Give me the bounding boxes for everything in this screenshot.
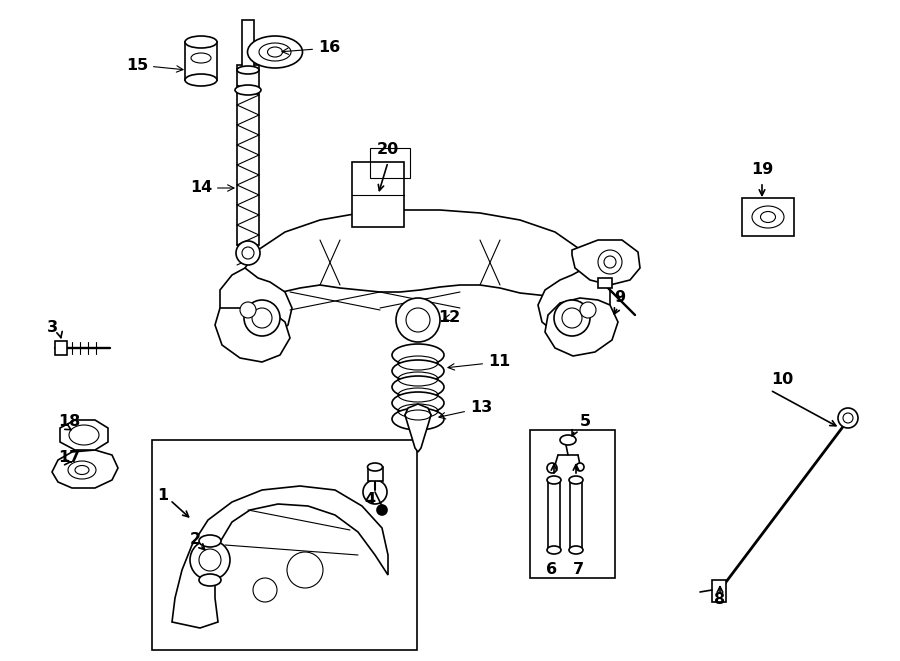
Ellipse shape — [237, 66, 259, 74]
Circle shape — [240, 302, 256, 318]
Circle shape — [598, 250, 622, 274]
Circle shape — [377, 505, 387, 515]
Polygon shape — [405, 404, 431, 452]
Text: 2: 2 — [189, 533, 201, 547]
Ellipse shape — [560, 435, 576, 445]
Ellipse shape — [569, 476, 583, 484]
Polygon shape — [572, 240, 640, 285]
Text: 9: 9 — [615, 290, 626, 305]
Text: 6: 6 — [546, 563, 558, 578]
Circle shape — [287, 552, 323, 588]
Ellipse shape — [185, 36, 217, 48]
Circle shape — [547, 463, 557, 473]
Polygon shape — [538, 268, 610, 335]
Bar — [742, 198, 794, 236]
Ellipse shape — [248, 36, 302, 68]
Bar — [712, 580, 726, 602]
Ellipse shape — [392, 376, 444, 398]
Ellipse shape — [752, 206, 784, 228]
Bar — [237, 65, 259, 245]
Text: 19: 19 — [751, 163, 773, 178]
Circle shape — [554, 300, 590, 336]
Polygon shape — [545, 298, 618, 356]
Bar — [598, 278, 612, 288]
Ellipse shape — [367, 463, 382, 471]
Ellipse shape — [392, 344, 444, 366]
Ellipse shape — [547, 476, 561, 484]
Text: 15: 15 — [126, 58, 183, 73]
Ellipse shape — [199, 535, 221, 547]
Text: 8: 8 — [715, 592, 725, 607]
Circle shape — [190, 540, 230, 580]
Polygon shape — [215, 308, 290, 362]
Bar — [152, 440, 417, 650]
Ellipse shape — [392, 392, 444, 414]
Text: 12: 12 — [437, 311, 460, 325]
Bar — [368, 467, 383, 481]
Text: 18: 18 — [58, 414, 80, 430]
Text: 4: 4 — [364, 492, 375, 508]
Bar — [370, 148, 410, 178]
Text: 10: 10 — [771, 373, 793, 387]
Text: 3: 3 — [47, 321, 58, 336]
Polygon shape — [245, 210, 590, 298]
Bar — [352, 162, 404, 227]
Polygon shape — [220, 268, 292, 338]
Text: 20: 20 — [377, 143, 399, 157]
Ellipse shape — [547, 546, 561, 554]
Polygon shape — [172, 486, 388, 628]
Text: 1: 1 — [157, 488, 168, 504]
Bar — [548, 480, 560, 550]
Circle shape — [576, 463, 584, 471]
Bar — [55, 341, 67, 355]
Bar — [570, 480, 582, 550]
Polygon shape — [60, 420, 108, 450]
Circle shape — [580, 302, 596, 318]
Circle shape — [838, 408, 858, 428]
Text: 7: 7 — [572, 563, 583, 578]
Text: 16: 16 — [282, 40, 340, 56]
Circle shape — [253, 578, 277, 602]
Bar — [185, 42, 217, 80]
Text: 13: 13 — [439, 401, 492, 419]
Ellipse shape — [569, 546, 583, 554]
Text: 11: 11 — [448, 354, 510, 370]
Ellipse shape — [235, 85, 261, 95]
Ellipse shape — [199, 574, 221, 586]
Bar — [242, 20, 254, 68]
Circle shape — [236, 241, 260, 265]
Circle shape — [244, 300, 280, 336]
Bar — [530, 430, 615, 578]
Text: 5: 5 — [580, 414, 590, 430]
Text: 17: 17 — [58, 451, 80, 465]
Ellipse shape — [392, 408, 444, 430]
Circle shape — [363, 480, 387, 504]
Ellipse shape — [392, 360, 444, 382]
Ellipse shape — [185, 74, 217, 86]
Polygon shape — [52, 450, 118, 488]
Text: 14: 14 — [190, 180, 234, 196]
Circle shape — [396, 298, 440, 342]
